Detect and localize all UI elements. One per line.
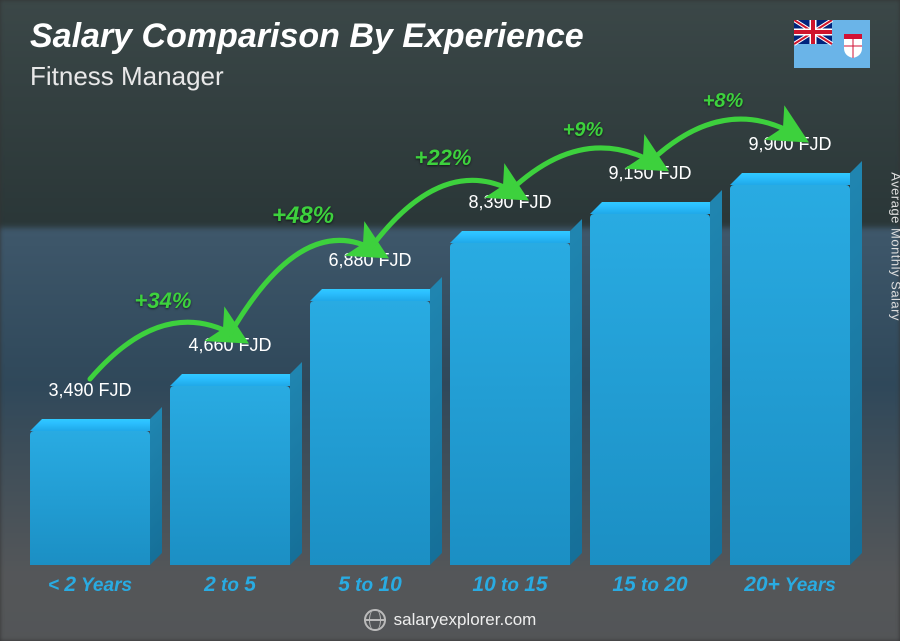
bar [730,185,850,565]
footer: salaryexplorer.com [0,609,900,631]
bar-value-label: 3,490 FJD [48,380,131,401]
bar-column: 9,900 FJD [730,185,850,565]
bar-value-label: 8,390 FJD [468,192,551,213]
x-tick-label: 2 to 5 [170,573,290,597]
bar [170,386,290,565]
bar-chart: 3,490 FJD4,660 FJD6,880 FJD8,390 FJD9,15… [30,105,850,565]
chart-subtitle: Fitness Manager [30,61,870,92]
globe-icon [364,609,386,631]
x-tick-label: 15 to 20 [590,573,710,597]
bar-column: 6,880 FJD [310,301,430,565]
chart-title: Salary Comparison By Experience [30,18,870,55]
fiji-flag-icon [794,20,870,68]
bar-column: 4,660 FJD [170,386,290,565]
x-axis: < 2 Years 2 to 5 5 to 10 10 to 15 15 to 20 20… [30,573,850,597]
x-tick-label: < 2 Years [30,573,150,597]
bar [590,214,710,565]
bar-column: 9,150 FJD [590,214,710,565]
bar [30,431,150,565]
bar-column: 3,490 FJD [30,431,150,565]
x-tick-label: 5 to 10 [310,573,430,597]
chart-container: Salary Comparison By Experience Fitness … [0,0,900,641]
bar-value-label: 6,880 FJD [328,250,411,271]
x-tick-label: 20+ Years [730,573,850,597]
bar [450,243,570,565]
footer-text: salaryexplorer.com [394,610,537,630]
header: Salary Comparison By Experience Fitness … [30,18,870,92]
bar-value-label: 9,900 FJD [748,134,831,155]
y-axis-label: Average Monthly Salary [889,172,900,321]
bar [310,301,430,565]
bar-value-label: 4,660 FJD [188,335,271,356]
bar-column: 8,390 FJD [450,243,570,565]
x-tick-label: 10 to 15 [450,573,570,597]
bar-value-label: 9,150 FJD [608,163,691,184]
